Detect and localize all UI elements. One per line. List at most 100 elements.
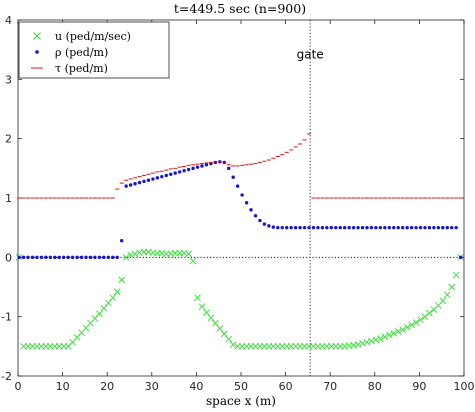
u-point [118, 276, 126, 284]
rho-point [84, 255, 88, 260]
rho-point [97, 255, 102, 260]
y-tick-label: 0 [5, 251, 12, 264]
rho-point [374, 225, 378, 230]
rho-point [289, 225, 293, 230]
rho-point [173, 171, 177, 175]
x-tick-label: 0 [15, 380, 22, 393]
rho-point [79, 255, 84, 260]
x-tick-label: 20 [100, 380, 114, 393]
rho-point [177, 170, 182, 174]
u-point [443, 291, 451, 299]
u-point [390, 329, 398, 337]
rho-point [307, 225, 311, 230]
rho-point [62, 255, 66, 260]
rho-point [155, 176, 160, 180]
rho-point [427, 225, 432, 230]
rho-point [195, 165, 200, 169]
rho-point [423, 225, 427, 230]
rho-point [271, 225, 276, 229]
u-point [104, 299, 112, 307]
reference-lines [18, 20, 464, 376]
u-point [207, 314, 215, 322]
rho-point [39, 255, 44, 260]
u-point [439, 297, 447, 304]
y-tick-label: -1 [1, 311, 12, 324]
rho-point [137, 180, 142, 185]
rho-point [48, 255, 53, 260]
rho-point [276, 225, 280, 230]
rho-point [405, 225, 409, 230]
rho-point [115, 255, 119, 260]
rho-point [396, 225, 400, 230]
rho-point [325, 225, 329, 230]
u-point [452, 271, 460, 279]
u-point [417, 316, 424, 323]
u-point [225, 335, 233, 343]
rho-point [66, 255, 70, 260]
rho-point [258, 218, 262, 223]
u-point [359, 340, 366, 347]
u-point [100, 305, 108, 312]
u-point [412, 319, 420, 326]
rho-point [351, 225, 356, 230]
rho-point [334, 225, 338, 230]
rho-point [35, 255, 39, 260]
rho-point [347, 225, 351, 230]
u-point [377, 335, 384, 342]
rho-point [160, 174, 164, 179]
rho-point [249, 208, 253, 212]
u-point [131, 250, 139, 258]
u-point [203, 309, 210, 316]
u-point [408, 321, 415, 329]
rho-point [267, 224, 271, 228]
axis-ticks: 0 10 20 30 40 50 60 70 80 90 100 -2 -1 0 1 2 3 4 [1, 14, 474, 393]
rho-point [458, 255, 463, 260]
u-point [96, 310, 103, 318]
u-point [399, 326, 406, 334]
rho-point [21, 255, 26, 260]
rho-point [164, 173, 168, 178]
rho-point [111, 255, 115, 260]
rho-point [244, 201, 249, 205]
rho-point [213, 160, 218, 165]
rho-point [70, 255, 75, 260]
rho-point [356, 225, 360, 230]
rho-point [182, 169, 186, 173]
u-point [212, 319, 219, 327]
rho-point [235, 184, 240, 188]
x-axis-label: space x (m) [206, 394, 276, 408]
u-point [198, 303, 206, 310]
rho-point [280, 225, 284, 230]
rho-point [231, 175, 235, 179]
x-tick-label: 100 [454, 380, 475, 393]
rho-point [191, 166, 195, 171]
rho-point [414, 225, 418, 230]
rho-point [360, 225, 365, 230]
u-point [189, 257, 197, 265]
u-point [394, 328, 402, 335]
rho-point [142, 179, 146, 184]
u-point [403, 324, 411, 331]
u-point [194, 294, 201, 301]
data-series [15, 133, 464, 350]
rho-point [432, 225, 436, 230]
rho-point [124, 184, 128, 188]
rho-point [106, 255, 111, 260]
rho-point [240, 193, 244, 197]
u-point [185, 250, 192, 258]
x-tick-label: 10 [56, 380, 70, 393]
legend-marker-rho [35, 50, 39, 54]
y-tick-label: 2 [5, 133, 12, 146]
u-point [448, 283, 456, 291]
rho-point [57, 255, 61, 260]
rho-point [186, 167, 191, 172]
x-tick-label: 90 [412, 380, 426, 393]
rho-point [227, 166, 231, 171]
rho-point [133, 182, 137, 186]
rho-point [285, 225, 289, 230]
x-tick-label: 40 [189, 380, 203, 393]
u-point [385, 331, 393, 339]
rho-point [30, 255, 35, 260]
rho-point [316, 225, 320, 230]
u-point [122, 254, 130, 261]
